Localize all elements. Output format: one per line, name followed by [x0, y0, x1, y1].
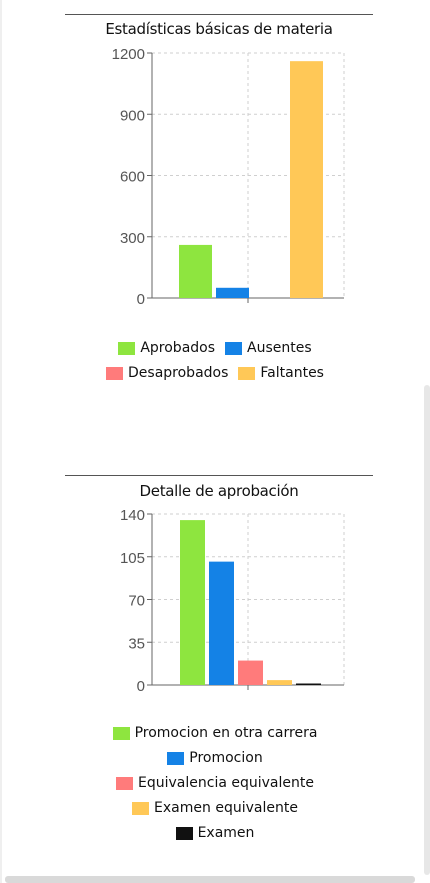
y-tick-label: 900	[120, 107, 145, 124]
bar-equivalencia-equivalente	[238, 660, 263, 685]
legend-row: Promocion en otra carrera	[0, 725, 430, 741]
legend-label: Promocion	[189, 750, 263, 766]
legend-label: Desaprobados	[128, 365, 229, 381]
legend-label: Equivalencia equivalente	[138, 775, 314, 791]
legend-item-faltantes[interactable]: Faltantes	[238, 365, 324, 381]
horizontal-scrollbar[interactable]	[5, 876, 415, 883]
y-tick-label: 70	[128, 593, 145, 610]
vertical-scrollbar[interactable]	[424, 385, 430, 875]
legend-label: Examen	[197, 825, 255, 841]
chart-title: Estadísticas básicas de materia	[105, 20, 333, 38]
legend-swatch	[106, 366, 124, 380]
bar-examen-equivalente	[267, 680, 292, 685]
chart-title-rule	[65, 475, 373, 476]
legend-item-promocion-otra-carrera[interactable]: Promocion en otra carrera	[112, 725, 318, 741]
legend-row: Aprobados Ausentes	[0, 340, 430, 356]
y-tick-label: 300	[120, 230, 145, 247]
legend-label: Faltantes	[260, 365, 324, 381]
legend-item-ausentes[interactable]: Ausentes	[225, 340, 312, 356]
legend-swatch	[112, 726, 130, 740]
legend-swatch	[167, 751, 185, 765]
y-tick-label: 600	[120, 169, 145, 186]
legend-label: Ausentes	[247, 340, 312, 356]
page-left-border	[0, 0, 2, 883]
chart-title-rule	[65, 14, 373, 15]
legend-swatch	[132, 801, 150, 815]
y-tick-label: 105	[120, 550, 145, 567]
legend-item-examen-equivalente[interactable]: Examen equivalente	[132, 800, 298, 816]
bar-chart-basic-stats: 0 300 600 900 1200	[112, 46, 345, 308]
legend-label: Examen equivalente	[154, 800, 298, 816]
legend-row: Equivalencia equivalente	[0, 775, 430, 791]
y-tick-label: 1200	[112, 46, 145, 63]
bar-promocion	[209, 561, 234, 685]
legend-row: Examen equivalente	[0, 800, 430, 816]
legend-row: Promocion	[0, 750, 430, 766]
y-tick-label: 140	[120, 507, 145, 524]
y-tick-label: 0	[137, 678, 145, 695]
legend-swatch	[225, 341, 243, 355]
legend-item-desaprobados[interactable]: Desaprobados	[106, 365, 228, 381]
legend-item-promocion[interactable]: Promocion	[167, 750, 263, 766]
bar-promocion-en-otra-carrera	[180, 520, 205, 685]
y-tick-label: 35	[128, 635, 145, 652]
bar-examen	[296, 683, 321, 685]
y-tick-label: 0	[137, 291, 145, 308]
legend-item-aprobados[interactable]: Aprobados	[118, 340, 215, 356]
chart-title: Detalle de aprobación	[139, 482, 299, 500]
legend-item-equivalencia-equivalente[interactable]: Equivalencia equivalente	[116, 775, 314, 791]
legend-item-examen[interactable]: Examen	[175, 825, 255, 841]
legend-swatch	[175, 826, 193, 840]
legend-label: Aprobados	[140, 340, 216, 356]
bar-ausentes	[216, 287, 249, 298]
legend-swatch	[238, 366, 256, 380]
bar-chart-approval-detail: 0 35 70 105 140	[120, 507, 345, 695]
legend-swatch	[118, 341, 136, 355]
legend-label: Promocion en otra carrera	[134, 725, 318, 741]
bar-aprobados	[179, 244, 212, 298]
legend-swatch	[116, 776, 134, 790]
bar-faltantes	[290, 61, 323, 299]
legend-row: Examen	[0, 825, 430, 841]
legend-row: Desaprobados Faltantes	[0, 365, 430, 381]
